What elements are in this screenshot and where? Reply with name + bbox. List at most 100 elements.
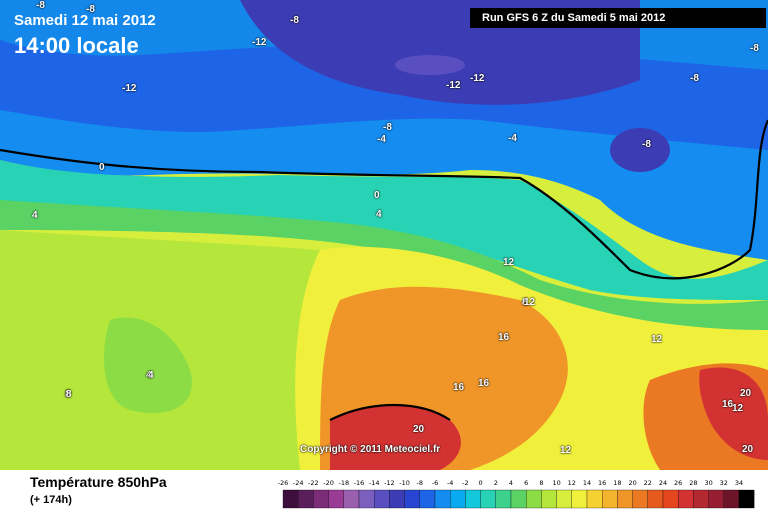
legend-color-swatch [480, 489, 496, 509]
color-scale-legend: -26 -24 -22 -20 -18 -16 -14 -12 -10 -8 -6 -4 -2 0 2 4 6 8… [278, 479, 755, 509]
legend-tick-label: -20 [323, 479, 334, 487]
legend-tick-label: -26 [278, 479, 289, 487]
isotherm-label: 4 [148, 370, 154, 381]
legend-tick-label: 2 [494, 479, 498, 487]
legend-color-swatch [647, 489, 664, 509]
legend-tick-label: 30 [704, 479, 712, 487]
isotherm-label: 8 [65, 389, 71, 400]
legend-tick-label: 24 [659, 479, 667, 487]
legend-color-swatch [541, 489, 557, 509]
isotherm-label: 4 [376, 209, 382, 220]
legend-color-swatch [693, 489, 709, 509]
legend-tick-label: -10 [399, 479, 410, 487]
legend-color-swatch [708, 489, 724, 509]
forecast-lead: (+ 174h) [30, 494, 72, 506]
legend-tick-label: -12 [384, 479, 395, 487]
isotherm-label: 16 [478, 378, 490, 389]
isotherm-label: 20 [413, 424, 425, 435]
isotherm-label: 16 [722, 399, 734, 410]
isotherm-label: -8 [383, 122, 392, 133]
legend-tick-label: -18 [338, 479, 349, 487]
legend-tick-label: 22 [644, 479, 652, 487]
legend-color-swatch [298, 489, 314, 509]
legend-color-swatch [510, 489, 527, 509]
legend-color-swatch [389, 489, 405, 509]
legend-color-swatch [358, 489, 375, 509]
legend-color-swatch [465, 489, 481, 509]
forecast-time: 14:00 locale [14, 33, 139, 58]
legend-color-swatch [632, 489, 648, 509]
isotherm-label: -8 [290, 15, 299, 26]
legend-tick-label: 26 [674, 479, 682, 487]
legend-tick-label: 14 [583, 479, 591, 487]
isotherm-label: 0 [99, 162, 105, 173]
legend-color-swatch [282, 489, 299, 509]
isotherm-label: -12 [470, 73, 485, 84]
legend-color-swatch [404, 489, 420, 509]
legend-tick-label: 12 [568, 479, 576, 487]
legend-tick-label: -16 [354, 479, 365, 487]
legend-color-swatch [526, 489, 542, 509]
legend-color-swatch [738, 489, 755, 509]
legend-tick-label: -14 [369, 479, 380, 487]
copyright-notice: Copyright © 2011 Meteociel.fr [300, 444, 441, 455]
isotherm-label: -4 [377, 134, 386, 145]
isotherm-label: 4 [32, 210, 38, 221]
legend-color-swatch [450, 489, 466, 509]
isotherm-label: 20 [740, 388, 752, 399]
legend-color-swatch [662, 489, 679, 509]
legend-color-swatch [678, 489, 694, 509]
legend-color-swatch [434, 489, 451, 509]
legend-color-swatch [313, 489, 329, 509]
isotherm-label: 8 [66, 389, 72, 400]
isotherm-label: -12 [446, 80, 461, 91]
legend-tick-label: 10 [552, 479, 560, 487]
legend-tick-label: 28 [689, 479, 697, 487]
parameter-title: Température 850hPa [30, 474, 167, 490]
isotherm-label: 12 [524, 297, 536, 308]
legend-color-swatch [374, 489, 390, 509]
legend-color-swatch [617, 489, 633, 509]
legend-tick-label: 32 [720, 479, 728, 487]
isotherm-label: 8 [522, 297, 528, 308]
legend-color-swatch [602, 489, 618, 509]
legend-tick-label: 6 [524, 479, 528, 487]
model-run-label: Run GFS 6 Z du Samedi 5 mai 2012 [470, 8, 766, 28]
legend-tick-label: -6 [432, 479, 438, 487]
legend-color-swatch [571, 489, 588, 509]
legend-tick-label: 18 [613, 479, 621, 487]
legend-tick-label: -8 [417, 479, 423, 487]
isotherm-label: 12 [503, 257, 515, 268]
legend-tick-label: 0 [479, 479, 483, 487]
legend-tick-label: 20 [628, 479, 636, 487]
isotherm-label: -8 [690, 73, 699, 84]
isotherm-label: 4 [146, 370, 152, 381]
legend-tick-label: 34 [735, 479, 743, 487]
legend-tick-label: 4 [509, 479, 513, 487]
isotherm-label: 16 [498, 332, 510, 343]
legend-color-swatch [328, 489, 344, 509]
isotherm-label: -12 [122, 83, 137, 94]
legend-color-swatch [343, 489, 360, 509]
legend-color-swatch [723, 489, 740, 509]
temperature-map [0, 0, 768, 470]
isotherm-label: 12 [651, 334, 663, 345]
isotherm-label: -4 [508, 133, 517, 144]
legend-color-swatch [495, 489, 512, 509]
isotherm-label: 12 [560, 445, 572, 456]
isotherm-label: 0 [374, 190, 380, 201]
isotherm-label: -8 [642, 139, 651, 150]
forecast-date: Samedi 12 mai 2012 [14, 12, 156, 29]
legend-tick-label: -22 [308, 479, 319, 487]
legend-tick-label: -4 [447, 479, 453, 487]
isotherm-label: 12 [732, 403, 744, 414]
isotherm-label: -12 [252, 37, 267, 48]
legend-tick-label: -2 [462, 479, 468, 487]
isotherm-label: -8 [86, 4, 95, 15]
isotherm-label: 16 [453, 382, 465, 393]
legend-color-swatch [419, 489, 436, 509]
legend-tick-label: 16 [598, 479, 606, 487]
legend-color-swatch [556, 489, 572, 509]
isotherm-label: -8 [750, 43, 759, 54]
